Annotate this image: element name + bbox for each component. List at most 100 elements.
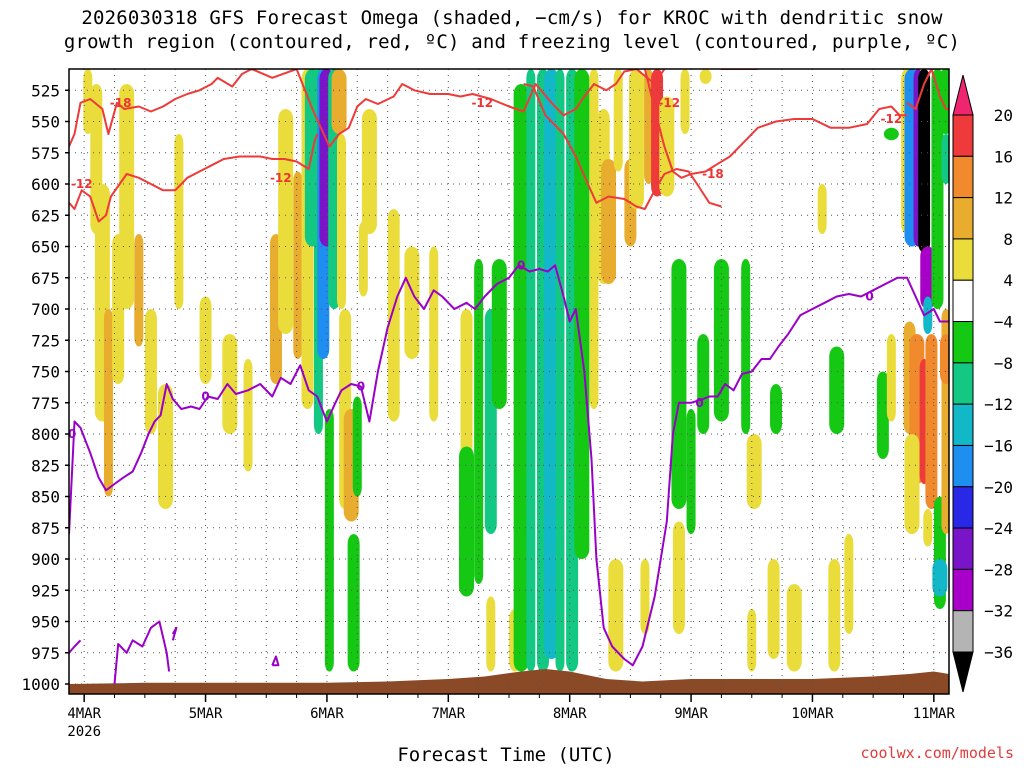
- red-contour-line: [69, 69, 666, 148]
- colorbar-swatch: [952, 155, 974, 199]
- colorbar-arrow-top: [952, 74, 974, 116]
- colorbar-level-label: 8: [1003, 230, 1013, 249]
- freezing-contour-line: [69, 264, 949, 667]
- y-tick-label: 700: [31, 300, 60, 319]
- omega-cell: [331, 69, 347, 134]
- omega-cell: [640, 559, 650, 634]
- credit-text: coolwx.com/models: [860, 744, 1014, 762]
- omega-cell: [144, 309, 157, 434]
- freezing-contour-line: [171, 626, 178, 641]
- omega-cell: [513, 84, 529, 672]
- colorbar-swatch: [952, 486, 974, 529]
- red-contour-label: -12: [270, 171, 292, 185]
- colorbar-level-label: −12: [984, 395, 1013, 414]
- freezing-contour-label: 0: [68, 427, 76, 441]
- y-tick-label: 875: [31, 519, 60, 538]
- omega-cell: [293, 171, 303, 359]
- y-tick-label: 625: [31, 206, 60, 225]
- omega-cell: [747, 609, 757, 672]
- freezing-contour-label: 0: [517, 258, 525, 272]
- colorbar: 20 16 12 8 4 −4 −8 −12 −16 −20 −24 −28 −32 −36: [952, 74, 1013, 693]
- terrain: [69, 669, 949, 694]
- omega-cell: [243, 359, 253, 472]
- y-tick-label: 675: [31, 269, 60, 288]
- omega-cell: [543, 69, 559, 659]
- colorbar-swatch: [952, 114, 974, 157]
- y-tick-label: 975: [31, 644, 60, 663]
- omega-cell: [574, 69, 590, 559]
- x-axis-label-text: Forecast Time (UTC): [397, 744, 615, 766]
- red-contour-line: [643, 69, 908, 179]
- x-axis-label: Forecast Time (UTC): [0, 744, 1024, 766]
- omega-cell: [659, 96, 675, 197]
- omega-cell: [923, 296, 933, 334]
- colorbar-swatch: [952, 197, 974, 240]
- omega-cell: [829, 346, 845, 434]
- y-tick-label: 850: [31, 488, 60, 507]
- omega-cell: [429, 246, 439, 422]
- colorbar-swatch: [952, 610, 974, 653]
- omega-cell: [608, 559, 624, 672]
- omega-cell: [844, 534, 854, 634]
- omega-cell: [628, 69, 644, 209]
- x-year-label: 2026: [67, 724, 101, 740]
- omega-cell: [680, 69, 690, 134]
- red-contour-label: -12: [471, 96, 493, 110]
- colorbar-level-label: 12: [994, 189, 1013, 208]
- omega-cell: [817, 184, 827, 234]
- omega-cell: [918, 69, 931, 253]
- omega-cell: [486, 596, 496, 672]
- colorbar-swatch: [952, 444, 974, 488]
- freezing-contour-label: 0: [865, 290, 873, 304]
- omega-cell: [671, 259, 687, 509]
- omega-cell: [404, 246, 420, 359]
- x-tick-label: 7MAR: [431, 706, 465, 722]
- freezing-contour-label: 0: [695, 396, 703, 410]
- red-contour-line: [69, 133, 319, 223]
- omega-cell: [361, 109, 377, 234]
- red-contour-line: [906, 69, 949, 110]
- omega-cell: [474, 259, 484, 584]
- omega-cell: [941, 134, 949, 184]
- colorbar-swatch: [952, 568, 974, 612]
- colorbar-level-label: −24: [984, 519, 1013, 538]
- omega-cell: [103, 309, 113, 497]
- y-tick-label: 750: [31, 363, 60, 382]
- omega-cell: [904, 434, 920, 534]
- colorbar-level-label: 16: [994, 147, 1013, 166]
- x-tick-label: 6MAR: [310, 706, 344, 722]
- freezing-contour-line: [69, 639, 82, 654]
- omega-cell: [644, 69, 654, 184]
- x-axis: 4MAR 5MAR 6MAR 7MAR 8MAR 9MAR 10MAR 11MAR 2026: [67, 694, 955, 740]
- omega-cell: [699, 69, 712, 84]
- omega-cell: [939, 334, 949, 384]
- y-tick-label: 600: [31, 175, 60, 194]
- terrain-area: [69, 669, 949, 694]
- omega-cell: [601, 159, 617, 284]
- colorbar-level-label: −20: [984, 478, 1013, 497]
- colorbar-swatch: [952, 321, 974, 364]
- omega-cell: [174, 134, 184, 309]
- colorbar-level-label: 20: [994, 106, 1013, 125]
- colorbar-swatch: [952, 238, 974, 281]
- colorbar-swatch: [952, 362, 974, 405]
- omega-cell: [883, 127, 899, 141]
- omega-cell: [746, 434, 762, 509]
- x-tick-label: 5MAR: [189, 706, 223, 722]
- red-contour-label: -18: [110, 96, 132, 110]
- omega-cell: [336, 134, 346, 309]
- omega-cell: [157, 384, 173, 509]
- y-tick-label: 550: [31, 113, 60, 132]
- chart-title: 2026030318 GFS Forecast Omega (shaded, −…: [0, 6, 1024, 54]
- colorbar-swatch: [952, 403, 974, 446]
- freezing-contour-line: [113, 620, 171, 685]
- omega-cell: [83, 69, 93, 134]
- omega-cell: [770, 384, 783, 434]
- colorbar-level-label: −4: [994, 313, 1013, 332]
- omega-shading: [83, 69, 949, 672]
- freezing-contour-label: 0: [201, 390, 209, 404]
- omega-cell: [697, 334, 710, 434]
- y-tick-label: 775: [31, 394, 60, 413]
- omega-cell: [767, 559, 780, 659]
